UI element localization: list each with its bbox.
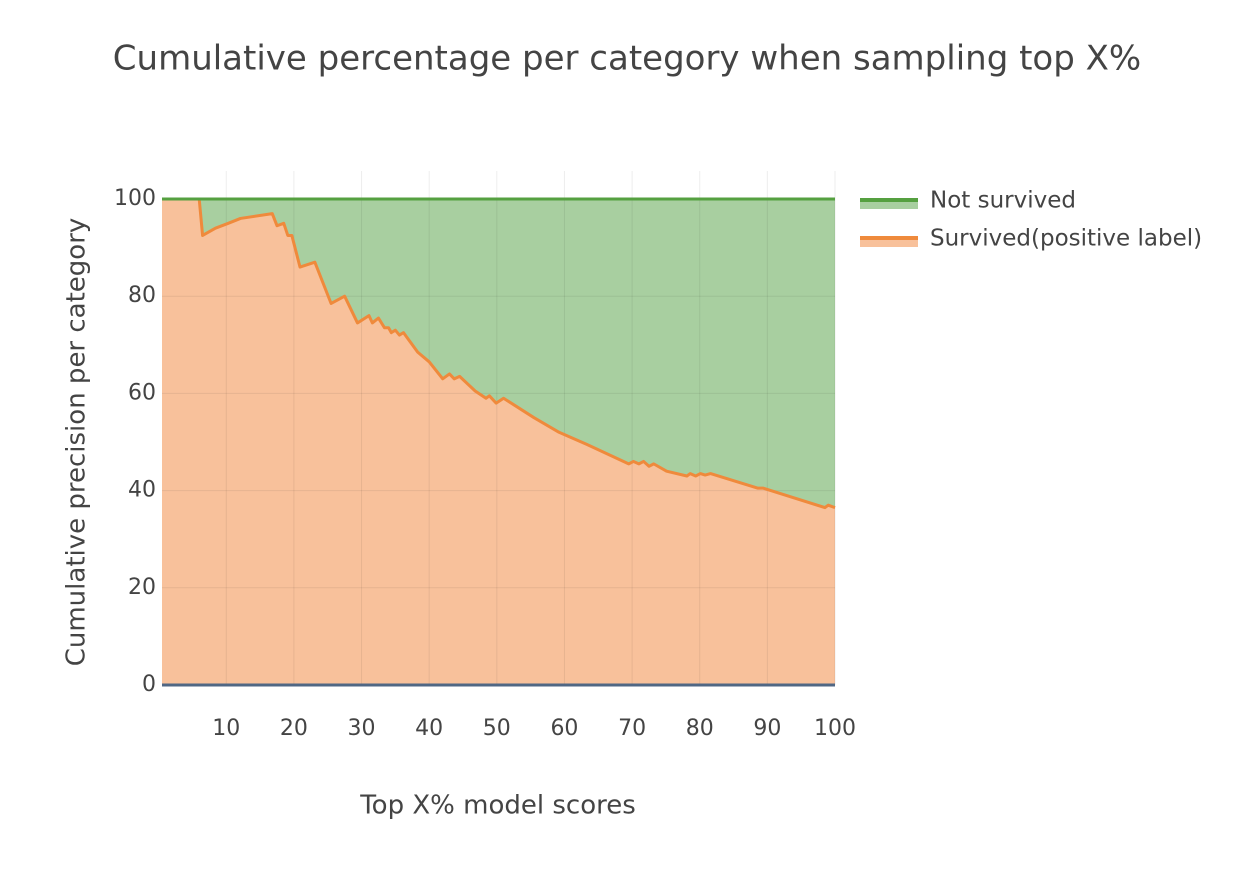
x-tick-label: 70: [618, 716, 646, 741]
legend-label: Survived(positive label): [930, 226, 1202, 252]
legend-swatch: [860, 200, 918, 209]
x-tick-label: 20: [280, 716, 308, 741]
x-tick-label: 60: [550, 716, 578, 741]
y-tick-label: 100: [114, 186, 156, 211]
area-fill: [162, 199, 835, 685]
x-tick-label: 30: [348, 716, 376, 741]
x-tick-label: 100: [814, 716, 856, 741]
legend-label: Not survived: [930, 188, 1076, 214]
x-axis-title: Top X% model scores: [359, 791, 636, 821]
legend-swatch: [860, 238, 918, 247]
x-tick-label: 80: [686, 716, 714, 741]
chart-title: Cumulative percentage per category when …: [113, 39, 1141, 79]
x-tick-label: 90: [753, 716, 781, 741]
y-tick-label: 40: [128, 478, 156, 503]
y-axis-title: Cumulative precision per category: [62, 218, 92, 667]
y-tick-label: 20: [128, 575, 156, 600]
x-tick-label: 10: [212, 716, 240, 741]
y-tick-label: 0: [142, 672, 156, 697]
area-line: [162, 197, 836, 510]
x-tick-label: 40: [415, 716, 443, 741]
area-fill: [162, 199, 835, 508]
y-tick-label: 80: [128, 283, 156, 308]
y-tick-label: 60: [128, 380, 156, 405]
x-tick-label: 50: [483, 716, 511, 741]
